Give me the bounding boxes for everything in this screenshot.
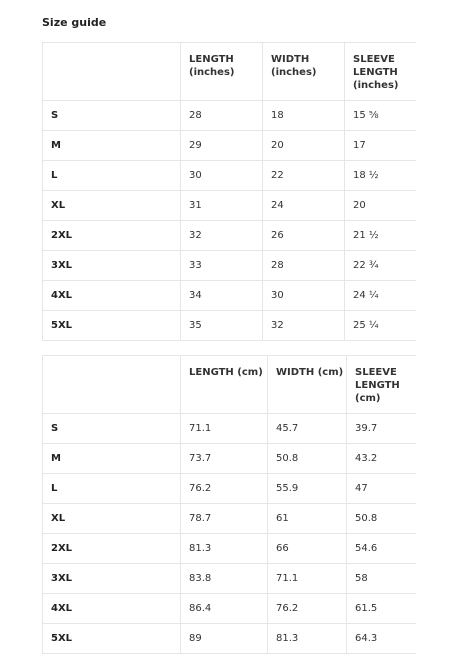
length-cell: 71.1 [180,413,268,444]
width-cell: 55.9 [267,473,347,504]
table-row: 5XL 35 32 25 ¼ [42,310,416,341]
length-cell: 31 [180,190,263,221]
length-cell: 34 [180,280,263,311]
table-row: L 30 22 18 ½ [42,160,416,191]
size-cell: XL [42,190,181,221]
length-cell: 81.3 [180,533,268,564]
size-cell: 2XL [42,220,181,251]
header-length: LENGTH (cm) [180,355,268,414]
table-row: XL 31 24 20 [42,190,416,221]
sleeve-cell: 24 ¼ [344,280,416,311]
sleeve-cell: 20 [344,190,416,221]
sleeve-cell: 54.6 [346,533,416,564]
width-cell: 32 [262,310,345,341]
width-cell: 61 [267,503,347,534]
length-cell: 32 [180,220,263,251]
length-cell: 73.7 [180,443,268,474]
sleeve-cell: 25 ¼ [344,310,416,341]
table-row: XL 78.7 61 50.8 [42,503,416,534]
size-cell: M [42,443,181,474]
length-cell: 29 [180,130,263,161]
length-cell: 78.7 [180,503,268,534]
table-row: 4XL 34 30 24 ¼ [42,280,416,311]
size-cell: M [42,130,181,161]
length-cell: 86.4 [180,593,268,624]
size-cell: XL [42,503,181,534]
size-cell: S [42,100,181,131]
length-cell: 83.8 [180,563,268,594]
size-cell: 5XL [42,623,181,654]
width-cell: 45.7 [267,413,347,444]
sleeve-cell: 58 [346,563,416,594]
sleeve-cell: 18 ½ [344,160,416,191]
sleeve-cell: 64.3 [346,623,416,654]
width-cell: 24 [262,190,345,221]
width-cell: 26 [262,220,345,251]
size-table: LENGTH (cm) WIDTH (cm) SLEEVE LENGTH (cm… [42,355,416,654]
header-width: WIDTH (cm) [267,355,347,414]
sleeve-cell: 47 [346,473,416,504]
table-header-row: LENGTH (inches) WIDTH (inches) SLEEVE LE… [42,42,416,101]
size-cell: L [42,160,181,191]
length-cell: 33 [180,250,263,281]
size-table: LENGTH (inches) WIDTH (inches) SLEEVE LE… [42,42,416,341]
size-cell: 4XL [42,280,181,311]
width-cell: 22 [262,160,345,191]
width-cell: 66 [267,533,347,564]
table-row: M 73.7 50.8 43.2 [42,443,416,474]
table-row: 4XL 86.4 76.2 61.5 [42,593,416,624]
sleeve-cell: 21 ½ [344,220,416,251]
size-cell: S [42,413,181,444]
header-length: LENGTH (inches) [180,42,263,101]
size-table-cm: LENGTH (cm) WIDTH (cm) SLEEVE LENGTH (cm… [42,355,416,654]
table-row: S 71.1 45.7 39.7 [42,413,416,444]
table-row: M 29 20 17 [42,130,416,161]
length-cell: 28 [180,100,263,131]
length-cell: 35 [180,310,263,341]
size-cell: L [42,473,181,504]
width-cell: 71.1 [267,563,347,594]
table-row: 5XL 89 81.3 64.3 [42,623,416,654]
width-cell: 81.3 [267,623,347,654]
size-cell: 3XL [42,563,181,594]
header-sleeve-length: SLEEVE LENGTH (inches) [344,42,416,101]
table-row: S 28 18 15 ⅝ [42,100,416,131]
header-width: WIDTH (inches) [262,42,345,101]
width-cell: 76.2 [267,593,347,624]
length-cell: 30 [180,160,263,191]
table-row: 2XL 32 26 21 ½ [42,220,416,251]
table-row: 3XL 83.8 71.1 58 [42,563,416,594]
sleeve-cell: 15 ⅝ [344,100,416,131]
width-cell: 20 [262,130,345,161]
table-header-row: LENGTH (cm) WIDTH (cm) SLEEVE LENGTH (cm… [42,355,416,414]
width-cell: 18 [262,100,345,131]
table-row: L 76.2 55.9 47 [42,473,416,504]
sleeve-cell: 61.5 [346,593,416,624]
table-row: 2XL 81.3 66 54.6 [42,533,416,564]
length-cell: 89 [180,623,268,654]
size-cell: 3XL [42,250,181,281]
sleeve-cell: 22 ¾ [344,250,416,281]
sleeve-cell: 17 [344,130,416,161]
width-cell: 30 [262,280,345,311]
width-cell: 50.8 [267,443,347,474]
sleeve-cell: 50.8 [346,503,416,534]
sleeve-cell: 39.7 [346,413,416,444]
header-size [42,42,181,101]
size-table-inches: LENGTH (inches) WIDTH (inches) SLEEVE LE… [42,42,416,341]
size-cell: 5XL [42,310,181,341]
header-sleeve-length: SLEEVE LENGTH (cm) [346,355,416,414]
length-cell: 76.2 [180,473,268,504]
width-cell: 28 [262,250,345,281]
header-size [42,355,181,414]
page-title: Size guide [42,16,107,29]
size-cell: 4XL [42,593,181,624]
sleeve-cell: 43.2 [346,443,416,474]
table-row: 3XL 33 28 22 ¾ [42,250,416,281]
size-cell: 2XL [42,533,181,564]
